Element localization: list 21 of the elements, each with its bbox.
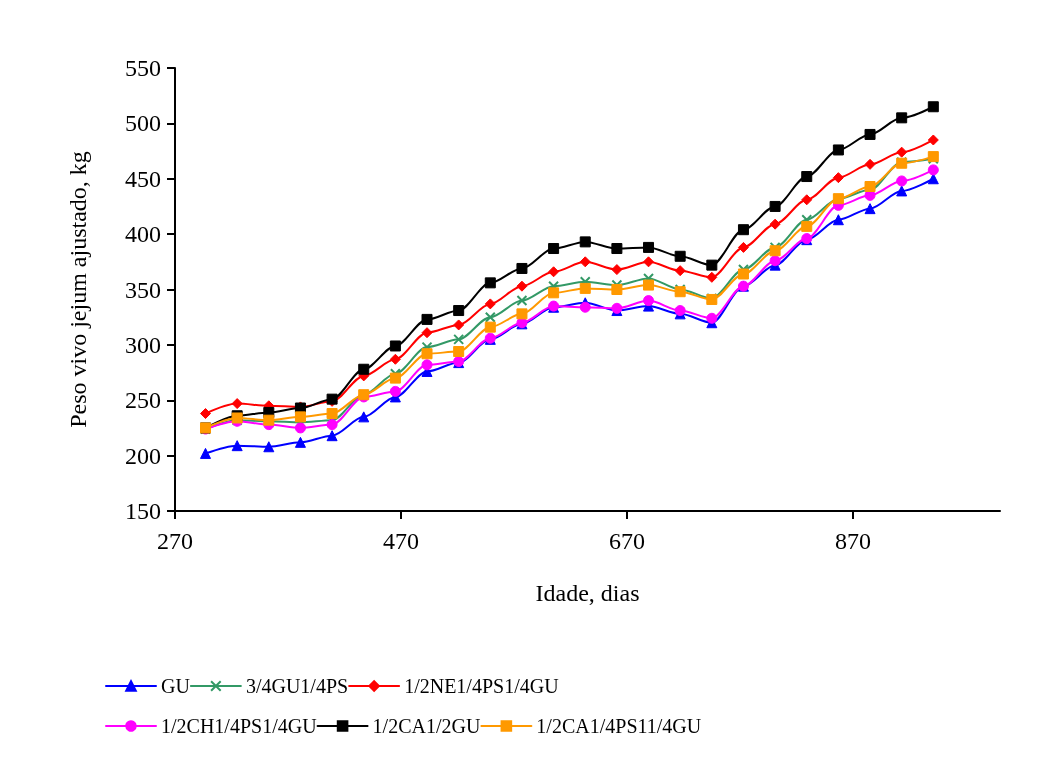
- y-tick-label: 200: [125, 442, 161, 469]
- legend-label: 1/2CA1/2GU: [372, 715, 481, 737]
- x-axis-title: Idade, dias: [535, 580, 640, 606]
- legend-label: 1/2CH1/4PS1/4GU: [161, 715, 318, 737]
- legend-label: 3/4GU1/4PS: [245, 675, 349, 697]
- y-tick-label: 450: [125, 165, 161, 192]
- y-axis-title: Peso vivo jejum ajustado, kg: [65, 151, 91, 428]
- y-tick-label: 550: [125, 55, 161, 81]
- y-tick-label: 150: [125, 498, 161, 524]
- x-tick-label: 270: [157, 528, 193, 554]
- y-tick-label: 300: [125, 331, 161, 358]
- legend-label: 1/2CA1/4PS11/4GU: [536, 715, 702, 737]
- y-tick-label: 500: [125, 110, 161, 137]
- x-tick-label: 870: [835, 528, 872, 554]
- legend-label: 1/2NE1/4PS1/4GU: [404, 675, 560, 697]
- legend-label: GU: [161, 675, 191, 697]
- y-tick-label: 350: [125, 276, 161, 303]
- x-tick-label: 470: [383, 528, 420, 554]
- x-tick-label: 670: [609, 528, 646, 554]
- y-tick-label: 400: [125, 221, 161, 248]
- y-tick-label: 250: [125, 387, 161, 414]
